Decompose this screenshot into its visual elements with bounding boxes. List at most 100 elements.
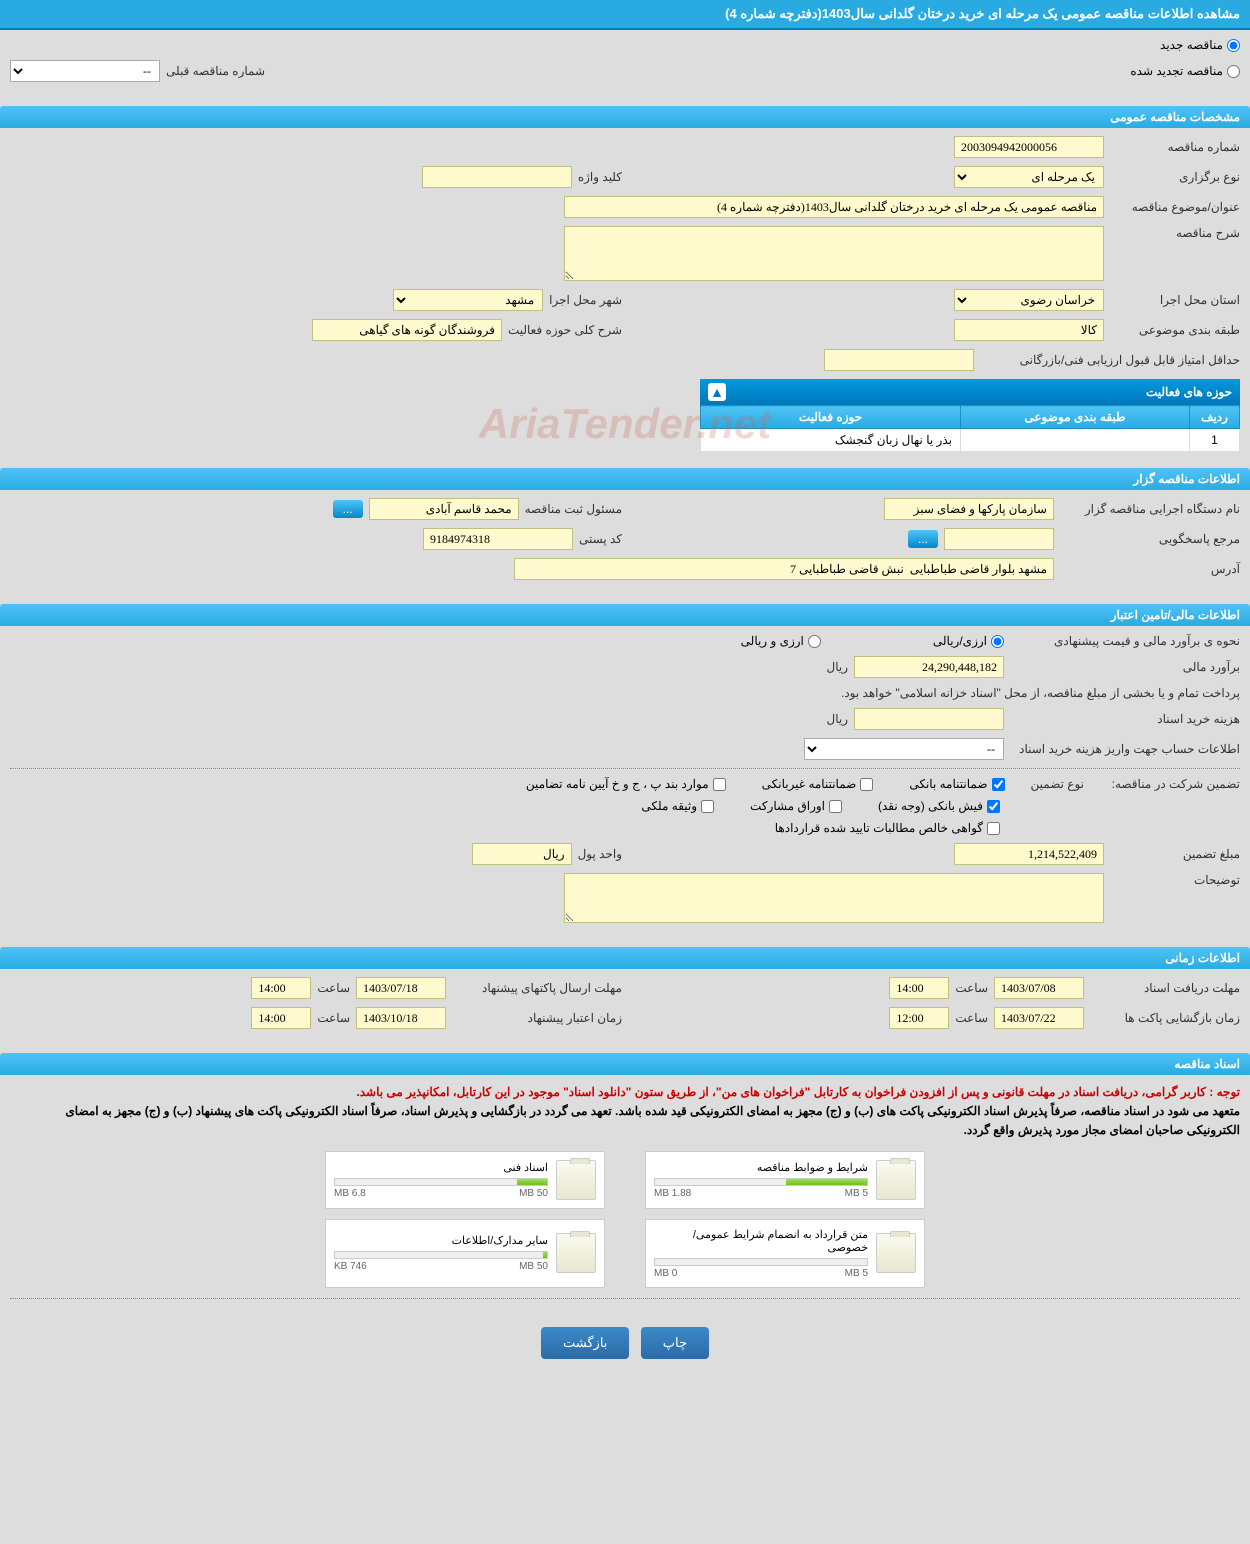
validity-date[interactable] <box>356 1007 446 1029</box>
folder4-name: سایر مدارک/اطلاعات <box>334 1234 548 1247</box>
rial-label: ریال <box>826 660 848 674</box>
cb-cases[interactable]: موارد بند پ ، ج و خ آیین نامه تضامین <box>526 777 726 791</box>
cell-num: 1 <box>1190 429 1240 452</box>
folder2-progress <box>334 1178 548 1186</box>
prev-number-select[interactable]: -- <box>10 60 160 82</box>
collapse-icon[interactable]: ▲ <box>708 383 726 401</box>
treasury-note: پرداخت تمام و یا بخشی از مبلغ مناقصه، از… <box>841 686 1240 700</box>
org-input[interactable] <box>884 498 1054 520</box>
folder1-progress <box>654 1178 868 1186</box>
cb-bank-input[interactable] <box>992 778 1005 791</box>
province-select[interactable]: خراسان رضوی <box>954 289 1104 311</box>
desc-textarea[interactable] <box>564 226 1104 281</box>
radio-renewed-label: مناقصه تجدید شده <box>1130 64 1223 78</box>
section-general: مشخصات مناقصه عمومی <box>0 106 1250 128</box>
back-button[interactable]: بازگشت <box>541 1327 629 1359</box>
estimate-input[interactable] <box>854 656 1004 678</box>
doc-cost-input[interactable] <box>854 708 1004 730</box>
cb-property-input[interactable] <box>701 800 714 813</box>
radio-new-input[interactable] <box>1227 39 1240 52</box>
type-select[interactable]: یک مرحله ای <box>954 166 1104 188</box>
radio-currency[interactable]: ارزی و ریالی <box>741 634 821 648</box>
registrar-label: مسئول ثبت مناقصه <box>525 502 622 516</box>
org-label: نام دستگاه اجرایی مناقصه گزار <box>1060 502 1240 516</box>
radio-rial-input[interactable] <box>991 635 1004 648</box>
keyword-label: کلید واژه <box>578 170 622 184</box>
registrar-input[interactable] <box>369 498 519 520</box>
estimate-type-label: نحوه ی برآورد مالی و قیمت پیشنهادی <box>1010 634 1240 648</box>
cb-cash[interactable]: فیش بانکی (وجه نقد) <box>878 799 1000 813</box>
folder-icon <box>556 1233 596 1273</box>
radio-renewed-input[interactable] <box>1227 65 1240 78</box>
cb-cash-input[interactable] <box>987 800 1000 813</box>
cb-bonds-input[interactable] <box>829 800 842 813</box>
keyword-input[interactable] <box>422 166 572 188</box>
account-select[interactable]: -- <box>804 738 1004 760</box>
guarantee-label: تضمین شرکت در مناقصه: <box>1090 777 1240 791</box>
envelope-deadline-date[interactable] <box>356 977 446 999</box>
tender-number-input[interactable] <box>954 136 1104 158</box>
section-documents: اسناد مناقصه <box>0 1053 1250 1075</box>
validity-label: زمان اعتبار پیشنهاد <box>452 1011 622 1025</box>
cb-cases-input[interactable] <box>713 778 726 791</box>
cb-claims[interactable]: گواهی خالص مطالبات تایید شده قراردادها <box>775 821 1000 835</box>
folder3-total: 5 MB <box>845 1268 868 1279</box>
time-word1: ساعت <box>955 981 988 995</box>
divider <box>10 1298 1240 1299</box>
city-select[interactable]: مشهد <box>393 289 543 311</box>
activity-header: حوزه های فعالیت ▲ <box>700 379 1240 405</box>
envelope-deadline-time[interactable] <box>251 977 311 999</box>
radio-renewed[interactable]: مناقصه تجدید شده <box>1130 64 1240 78</box>
radio-new[interactable]: مناقصه جدید <box>1160 38 1240 52</box>
validity-time[interactable] <box>251 1007 311 1029</box>
scope-input[interactable] <box>312 319 502 341</box>
doc-deadline-time[interactable] <box>889 977 949 999</box>
postal-input[interactable] <box>423 528 573 550</box>
cb-claims-input[interactable] <box>987 822 1000 835</box>
folder-icon <box>876 1233 916 1273</box>
postal-label: کد پستی <box>579 532 622 546</box>
contact-more-button[interactable]: ... <box>908 530 938 548</box>
doc-warning: توجه : کاربر گرامی، دریافت اسناد در مهلت… <box>10 1083 1240 1102</box>
folder3-used: 0 MB <box>654 1268 677 1279</box>
folder2-name: اسناد فنی <box>334 1161 548 1174</box>
folder4-progress <box>334 1251 548 1259</box>
cb-nonbank[interactable]: ضمانتنامه غیربانکی <box>762 777 874 791</box>
radio-rial[interactable]: ارزی/ریالی <box>933 634 1004 648</box>
contact-input[interactable] <box>944 528 1054 550</box>
folder-other[interactable]: سایر مدارک/اطلاعات 50 MB746 KB <box>325 1219 605 1288</box>
rial-label2: ریال <box>826 712 848 726</box>
opening-time[interactable] <box>889 1007 949 1029</box>
folder-contract[interactable]: متن قرارداد به انضمام شرایط عمومی/خصوصی … <box>645 1219 925 1288</box>
category-label: طبقه بندی موضوعی <box>1110 323 1240 337</box>
folder-technical[interactable]: اسناد فنی 50 MB6.8 MB <box>325 1151 605 1209</box>
radio-currency-input[interactable] <box>808 635 821 648</box>
time-word3: ساعت <box>955 1011 988 1025</box>
opening-date[interactable] <box>994 1007 1084 1029</box>
currency-label: واحد پول <box>578 847 622 861</box>
cb-nonbank-input[interactable] <box>860 778 873 791</box>
notes-textarea[interactable] <box>564 873 1104 923</box>
subject-input[interactable] <box>564 196 1104 218</box>
doc-cost-label: هزینه خرید اسناد <box>1010 712 1240 726</box>
category-input[interactable] <box>954 319 1104 341</box>
cb-bonds[interactable]: اوراق مشارکت <box>750 799 842 813</box>
folder2-total: 50 MB <box>519 1188 548 1199</box>
cell-cat <box>960 429 1189 452</box>
contact-label: مرجع پاسخگویی <box>1060 532 1240 546</box>
estimate-label: برآورد مالی <box>1010 660 1240 674</box>
activity-title: حوزه های فعالیت <box>1146 385 1232 399</box>
guarantee-amount-input[interactable] <box>954 843 1104 865</box>
cb-bank[interactable]: ضمانتنامه بانکی <box>909 777 1004 791</box>
address-input[interactable] <box>514 558 1054 580</box>
number-label: شماره مناقصه <box>1110 140 1240 154</box>
print-button[interactable]: چاپ <box>641 1327 709 1359</box>
currency-input[interactable] <box>472 843 572 865</box>
folder1-used: 1.88 MB <box>654 1188 691 1199</box>
cb-property[interactable]: وثیقه ملکی <box>641 799 714 813</box>
doc-deadline-date[interactable] <box>994 977 1084 999</box>
folder-conditions[interactable]: شرایط و ضوابط مناقصه 5 MB1.88 MB <box>645 1151 925 1209</box>
min-score-input[interactable] <box>824 349 974 371</box>
radio-new-label: مناقصه جدید <box>1160 38 1223 52</box>
registrar-more-button[interactable]: ... <box>333 500 363 518</box>
